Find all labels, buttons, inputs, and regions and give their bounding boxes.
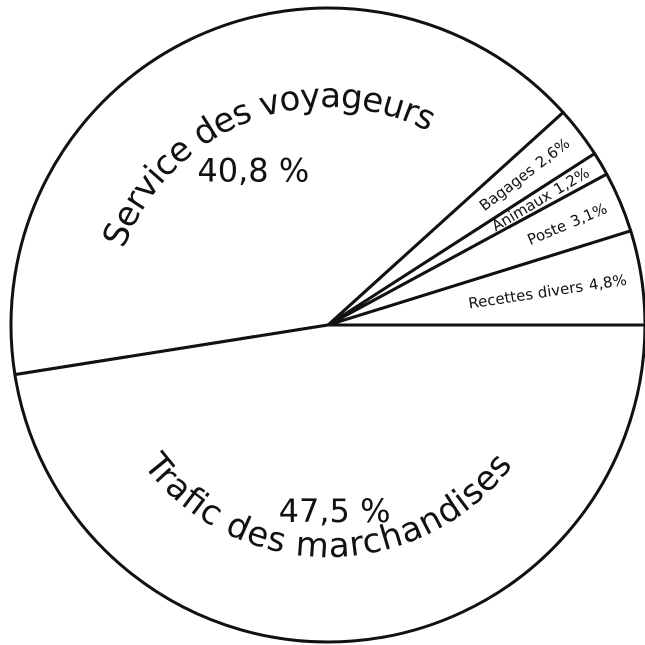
value-label: 40,8 % (197, 151, 309, 189)
pie-slice (13, 323, 645, 644)
pie-slice (9, 6, 565, 377)
value-label: 47,5 % (279, 492, 391, 530)
value-label: 4,8% (587, 270, 627, 294)
